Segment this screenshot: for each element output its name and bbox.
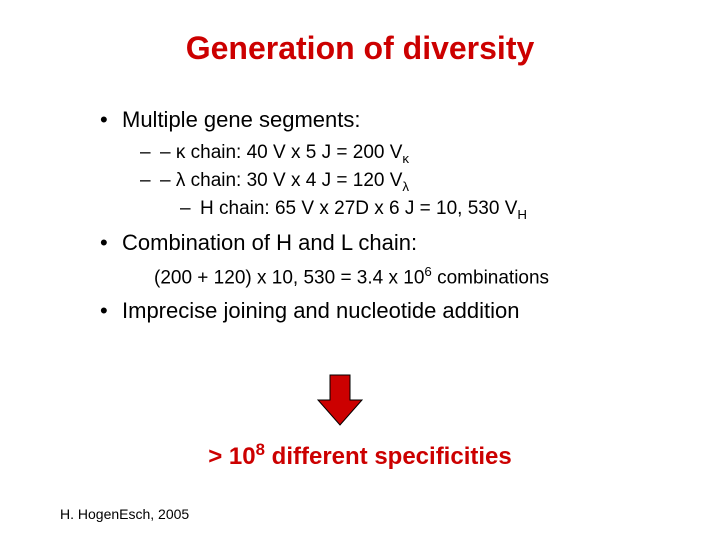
- slide-body: Multiple gene segments: – κ chain: 40 V …: [100, 100, 660, 332]
- kappa-sub: κ: [402, 150, 409, 165]
- bullet-combination: Combination of H and L chain:: [100, 229, 660, 258]
- kappa-symbol: κ: [176, 142, 186, 163]
- conclusion-sup: 8: [256, 440, 265, 459]
- bullet-hchain: H chain: 65 V x 27D x 6 J = 10, 530 VH: [180, 197, 660, 223]
- lambda-text: chain: 30 V x 4 J = 120 V: [185, 170, 402, 191]
- conclusion-pre: > 10: [208, 443, 255, 470]
- slide-title: Generation of diversity: [0, 30, 720, 67]
- down-arrow-icon: [310, 370, 390, 430]
- arrow-shape: [318, 375, 362, 425]
- bullet-kappa: – κ chain: 40 V x 5 J = 200 Vκ: [140, 141, 660, 167]
- kappa-text: chain: 40 V x 5 J = 200 V: [185, 142, 402, 163]
- hchain-sub: H: [517, 207, 527, 222]
- slide: Generation of diversity Multiple gene se…: [0, 0, 720, 540]
- footer-credit: H. HogenEsch, 2005: [60, 506, 189, 522]
- conclusion-line: > 108 different specificities: [0, 440, 720, 471]
- bullet-multiple-gene: Multiple gene segments:: [100, 106, 660, 135]
- bullet-lambda: – λ chain: 30 V x 4 J = 120 Vλ: [140, 169, 660, 195]
- combination-calc: (200 + 120) x 10, 530 = 3.4 x 106 combin…: [154, 263, 660, 291]
- calc-post: combinations: [432, 268, 549, 289]
- conclusion-post: different specificities: [265, 443, 512, 470]
- calc-sup: 6: [424, 264, 431, 279]
- lambda-sub: λ: [402, 178, 409, 193]
- lambda-symbol: λ: [176, 170, 186, 191]
- hchain-text: H chain: 65 V x 27D x 6 J = 10, 530 V: [200, 198, 517, 219]
- bullet-imprecise: Imprecise joining and nucleotide additio…: [100, 297, 660, 326]
- calc-pre: (200 + 120) x 10, 530 = 3.4 x 10: [154, 268, 424, 289]
- kappa-pre: –: [160, 142, 176, 163]
- lambda-pre: –: [160, 170, 176, 191]
